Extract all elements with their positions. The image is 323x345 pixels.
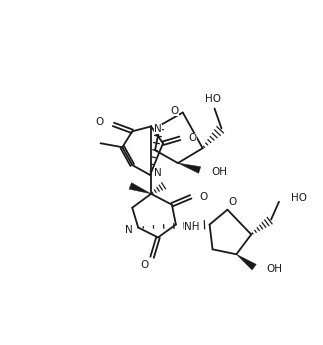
Text: O: O bbox=[200, 192, 208, 202]
Text: NH: NH bbox=[184, 221, 199, 231]
Text: N: N bbox=[154, 168, 162, 178]
Text: OH: OH bbox=[266, 264, 282, 274]
Text: O: O bbox=[189, 133, 197, 143]
Text: O: O bbox=[140, 260, 148, 270]
Text: N: N bbox=[126, 225, 133, 235]
Text: O: O bbox=[171, 106, 179, 116]
Text: O: O bbox=[95, 117, 103, 127]
Polygon shape bbox=[236, 254, 256, 270]
Text: N: N bbox=[154, 125, 162, 134]
Text: OH: OH bbox=[212, 167, 228, 177]
Text: O: O bbox=[228, 197, 236, 207]
Text: HO: HO bbox=[291, 193, 307, 203]
Text: HO: HO bbox=[204, 93, 221, 104]
Polygon shape bbox=[129, 183, 151, 194]
Polygon shape bbox=[178, 163, 201, 173]
